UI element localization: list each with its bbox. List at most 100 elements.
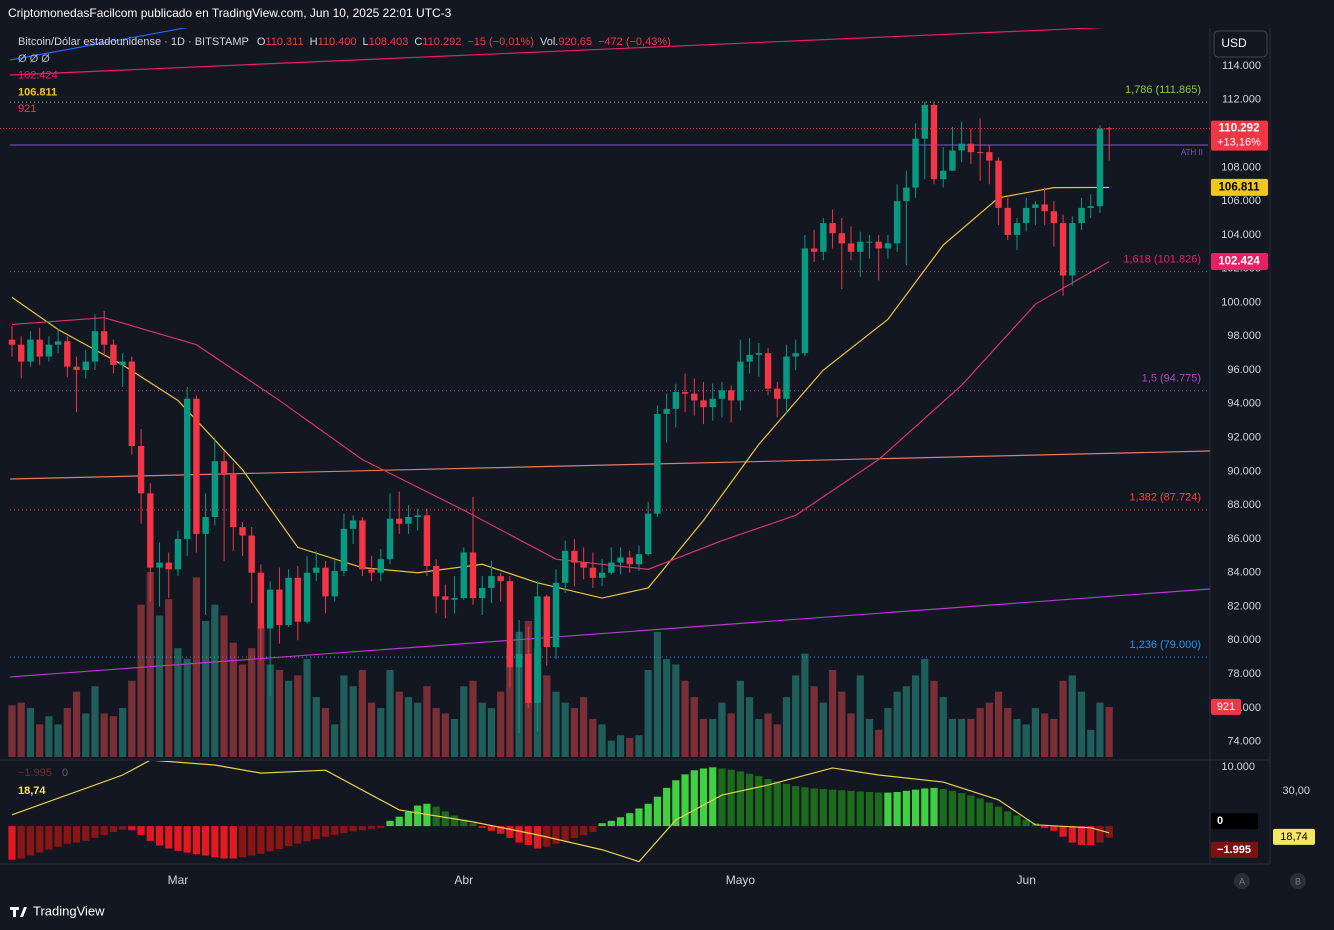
- histogram-bar: [958, 793, 966, 827]
- histogram-bar: [644, 803, 652, 827]
- candle-body: [18, 344, 25, 362]
- candle-body: [220, 461, 228, 474]
- histogram-bar: [349, 826, 357, 832]
- histogram-bar: [82, 826, 90, 841]
- candle-body: [635, 554, 643, 565]
- candle-body: [45, 344, 53, 357]
- candle-body: [562, 550, 569, 583]
- currency-button[interactable]: USD: [1213, 30, 1268, 58]
- histogram-bar: [524, 826, 532, 845]
- volume-bar: [690, 697, 698, 757]
- volume-bar: [828, 669, 837, 757]
- volume-bar: [792, 675, 800, 757]
- legend-item: −15 (−0,01%): [467, 36, 534, 48]
- histogram-bar: [727, 769, 735, 827]
- osc-label: −1.995: [1217, 844, 1251, 856]
- osc-legend: 0: [62, 767, 68, 779]
- fib-label: 1,5 (94.775): [1142, 373, 1201, 385]
- histogram-bar: [367, 826, 376, 830]
- candle-body: [792, 353, 799, 357]
- volume-bar: [1068, 675, 1076, 757]
- volume-bar: [773, 724, 781, 757]
- volume-bar: [211, 604, 219, 757]
- volume-bar: [174, 648, 182, 757]
- histogram-bar: [810, 788, 818, 827]
- volume-bar: [1050, 718, 1058, 757]
- volume-bar: [404, 697, 413, 757]
- indicator-legend: Ø Ø Ø: [18, 53, 50, 65]
- candle-body: [128, 361, 136, 447]
- candle-body: [903, 187, 910, 202]
- scale-button-bg[interactable]: [1290, 873, 1306, 889]
- scale-button[interactable]: B: [1295, 876, 1301, 886]
- histogram-bar: [976, 798, 984, 827]
- candle-body: [1041, 204, 1048, 212]
- candle-body: [8, 339, 16, 345]
- volume-bar: [432, 708, 440, 757]
- volume-bar: [146, 572, 154, 757]
- candle-body: [838, 233, 845, 244]
- volume-bar: [1105, 706, 1113, 757]
- osc-legend: 18,74: [18, 785, 46, 797]
- volume-bar: [589, 718, 597, 757]
- candle-body: [912, 138, 919, 188]
- osc-tick-label: 10.000: [1221, 761, 1255, 773]
- currency-button-bg[interactable]: [1213, 30, 1268, 58]
- osc-y2-tick-label: 30,00: [1282, 785, 1310, 797]
- candle-body: [847, 243, 855, 252]
- volume-bar: [782, 697, 791, 757]
- candle-body: [940, 170, 947, 180]
- volume-bar: [911, 675, 920, 757]
- histogram-bar: [128, 826, 136, 831]
- candle-body: [432, 565, 440, 597]
- volume-bar: [681, 680, 689, 757]
- candle-body: [303, 572, 311, 622]
- volume-bar: [229, 642, 237, 757]
- histogram-bar: [893, 792, 901, 827]
- candle-body: [949, 150, 956, 171]
- publisher-header: CriptomonedasFacilcom publicado en Tradi…: [8, 6, 452, 20]
- fib-label: 1,236 (79.000): [1129, 639, 1201, 651]
- histogram-bar: [948, 790, 957, 827]
- histogram-bar: [856, 791, 864, 827]
- y-tick-label: 94.000: [1227, 398, 1261, 410]
- candle-body: [405, 516, 412, 524]
- volume-bar: [902, 686, 910, 757]
- candle-body: [82, 361, 89, 371]
- volume-bar: [985, 702, 993, 757]
- candle-body: [700, 400, 707, 408]
- histogram-bar: [266, 826, 274, 852]
- indicator-legend: 106.811: [18, 86, 57, 98]
- histogram-bar: [303, 826, 311, 842]
- volume-bar: [109, 716, 118, 757]
- candle-body: [746, 354, 753, 362]
- volume-bar: [1077, 691, 1086, 757]
- volume-bar: [91, 686, 99, 757]
- candle-body: [774, 388, 781, 399]
- currency-label[interactable]: USD: [1221, 36, 1247, 50]
- volume-bar: [441, 713, 449, 757]
- histogram-bar: [902, 790, 910, 827]
- histogram-bar: [663, 787, 671, 827]
- histogram-bar: [1087, 826, 1095, 845]
- candle-body: [1087, 206, 1094, 208]
- histogram-bar: [146, 826, 154, 841]
- x-tick-label: Jun: [1017, 873, 1036, 887]
- histogram-bar: [1105, 826, 1113, 838]
- candle-body: [147, 493, 154, 568]
- candle-body: [414, 515, 421, 517]
- candle-body: [986, 152, 993, 161]
- y-tick-label: 80.000: [1227, 634, 1261, 646]
- histogram-bar: [192, 826, 200, 855]
- indicator-legend: 921: [18, 103, 36, 115]
- candle-body: [709, 398, 716, 408]
- histogram-bar: [358, 826, 366, 831]
- candle-body: [626, 557, 633, 565]
- scale-button[interactable]: A: [1239, 876, 1245, 886]
- scale-button-bg[interactable]: [1234, 873, 1250, 889]
- volume-bar: [939, 697, 947, 757]
- volume-bar: [856, 675, 864, 757]
- volume-bar: [340, 675, 348, 757]
- candle-body: [257, 572, 265, 629]
- histogram-bar: [450, 815, 459, 827]
